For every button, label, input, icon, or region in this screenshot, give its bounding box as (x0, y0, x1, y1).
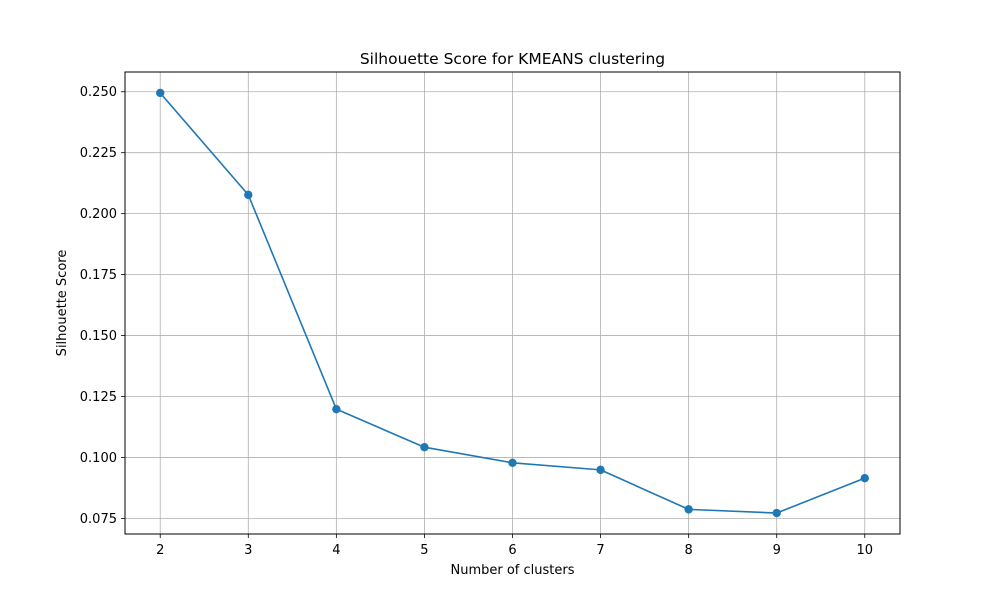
x-tick-label: 2 (156, 543, 164, 558)
data-point (596, 465, 605, 475)
x-axis-label: Number of clusters (450, 563, 574, 578)
y-axis-label: Silhouette Score (55, 250, 70, 357)
y-tick-label: 0.125 (80, 390, 117, 405)
x-tick-label: 4 (332, 543, 340, 558)
y-tick-label: 0.175 (80, 268, 117, 283)
x-tick-label: 10 (856, 543, 873, 558)
y-axis-ticks: 0.075 0.100 0.125 0.150 0.175 0.200 0.225 0.250 (80, 85, 125, 527)
chart-title: Silhouette Score for KMEANS clustering (360, 50, 665, 68)
x-tick-label: 3 (244, 543, 252, 558)
y-tick-label: 0.075 (80, 512, 117, 527)
series-layer (156, 88, 869, 518)
grid-lines (125, 72, 900, 534)
data-point (420, 443, 429, 452)
data-point (508, 458, 517, 468)
x-axis-ticks: 2 3 4 5 6 7 8 9 10 (156, 534, 873, 558)
data-point (244, 190, 253, 200)
y-tick-label: 0.200 (80, 207, 117, 222)
x-tick-label: 8 (684, 543, 692, 558)
y-tick-label: 0.150 (80, 329, 117, 344)
data-point (860, 473, 869, 483)
y-tick-label: 0.250 (80, 85, 117, 100)
y-tick-label: 0.100 (80, 451, 117, 466)
x-tick-label: 6 (508, 543, 516, 558)
data-point (684, 505, 693, 514)
x-tick-label: 7 (596, 543, 604, 558)
y-tick-label: 0.225 (80, 146, 117, 161)
data-point (156, 88, 165, 98)
x-tick-label: 9 (773, 543, 781, 558)
data-point (332, 404, 341, 414)
data-point (772, 508, 781, 518)
x-tick-label: 5 (420, 543, 428, 558)
